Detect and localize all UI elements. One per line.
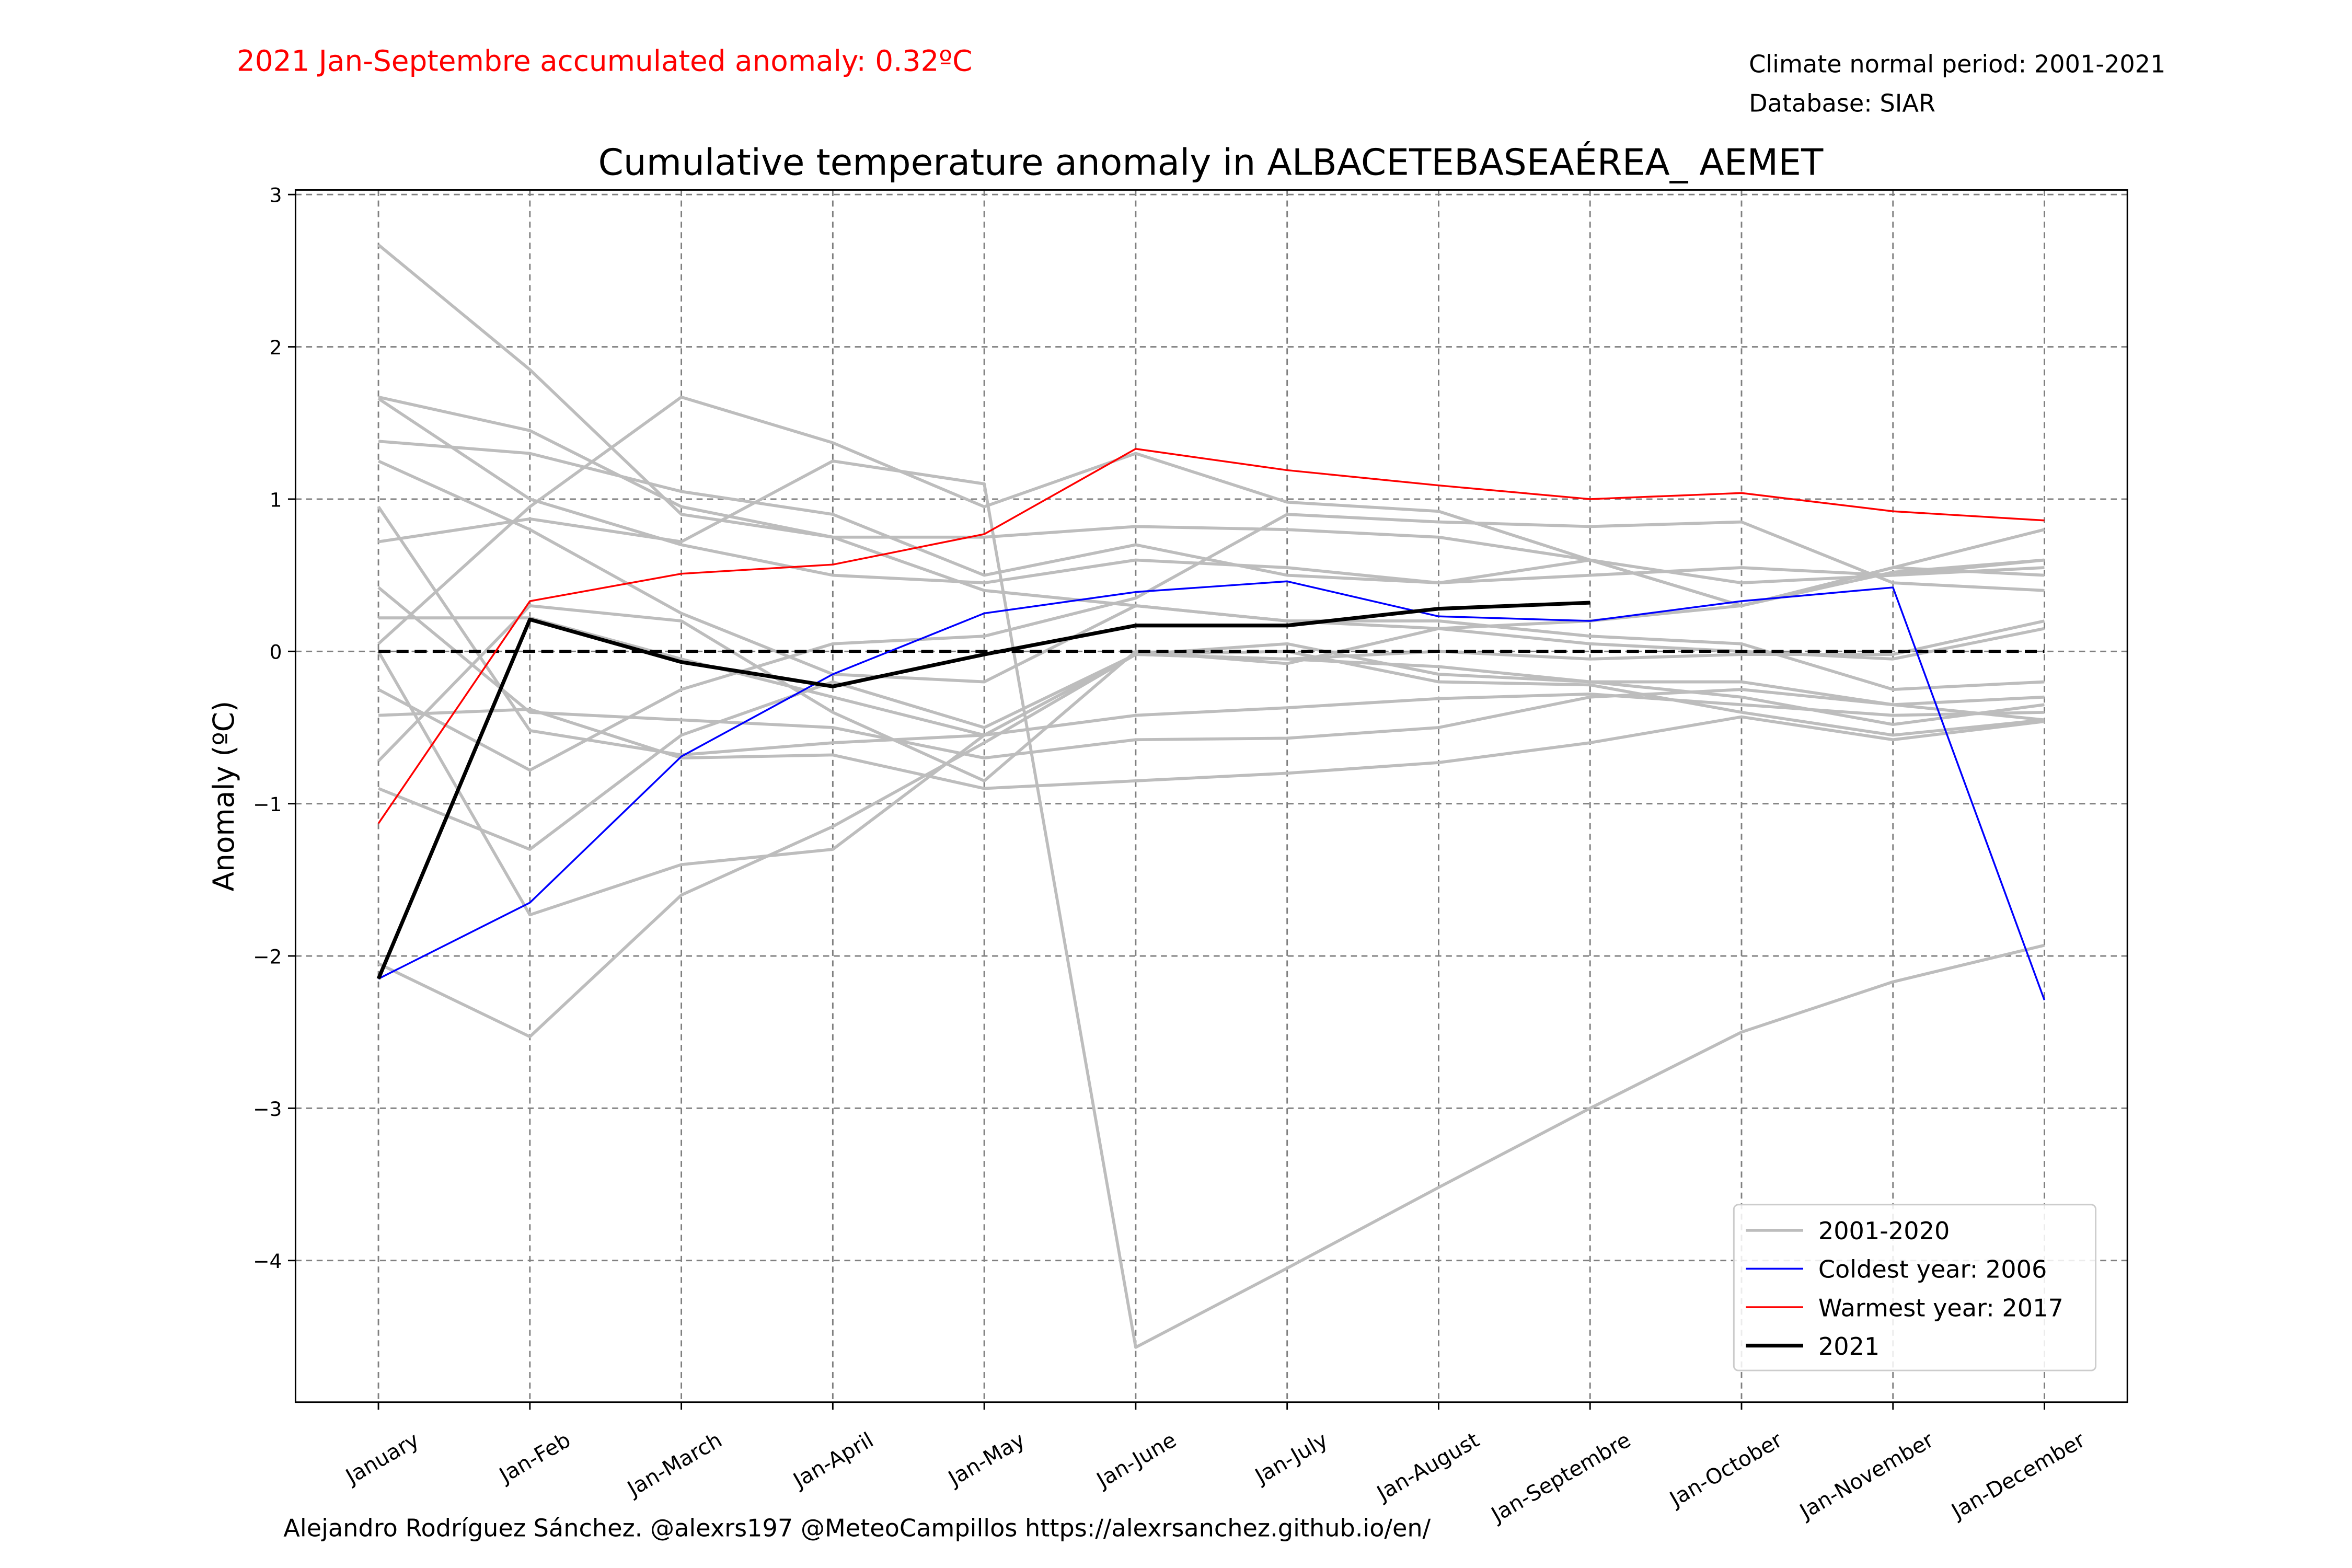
chart-title: Cumulative temperature anomaly in ALBACE… xyxy=(598,141,1823,184)
data-line xyxy=(377,650,2045,851)
axes-frame xyxy=(294,189,2128,1403)
y-tick-label: 1 xyxy=(270,488,282,511)
y-tick-label: −1 xyxy=(253,793,282,816)
y-tick-label: −3 xyxy=(253,1098,282,1121)
data-line xyxy=(377,513,2045,772)
legend: 2001-2020 Coldest year: 2006 Warmest year:… xyxy=(1733,1204,2097,1371)
data-line xyxy=(378,708,2045,790)
footer: Alejandro Rodríguez Sánchez. @alexrs197 … xyxy=(283,1514,1431,1542)
legend-label: Coldest year: 2006 xyxy=(1818,1255,2047,1284)
legend-label: Warmest year: 2017 xyxy=(1818,1294,2063,1322)
data-line xyxy=(377,586,2045,760)
data-line xyxy=(376,601,1590,980)
legend-label: 2021 xyxy=(1818,1332,1880,1361)
data-line xyxy=(377,448,2045,824)
y-tick-label: 3 xyxy=(270,184,282,207)
data-line xyxy=(378,459,2045,1349)
data-line xyxy=(378,395,2045,585)
info-text: Climate normal period: 2001-2021 xyxy=(1749,50,2165,78)
info-text: Database: SIAR xyxy=(1749,89,1935,117)
data-line xyxy=(378,580,2046,1001)
data-line xyxy=(377,395,2045,645)
legend-label: 2001-2020 xyxy=(1818,1217,1950,1245)
y-axis-label: Anomaly (ºC) xyxy=(207,701,240,892)
annotation: 2021 Jan-Septembre accumulated anomaly: … xyxy=(237,44,973,78)
data-line xyxy=(377,642,2045,917)
y-tick-label: −2 xyxy=(253,945,282,968)
legend-box xyxy=(1733,1204,2097,1371)
y-tick-label: 2 xyxy=(270,336,282,359)
data-line xyxy=(377,459,2045,691)
y-tick-label: −4 xyxy=(253,1250,282,1273)
y-tick-label: 0 xyxy=(270,641,282,664)
data-line xyxy=(377,619,2045,1039)
